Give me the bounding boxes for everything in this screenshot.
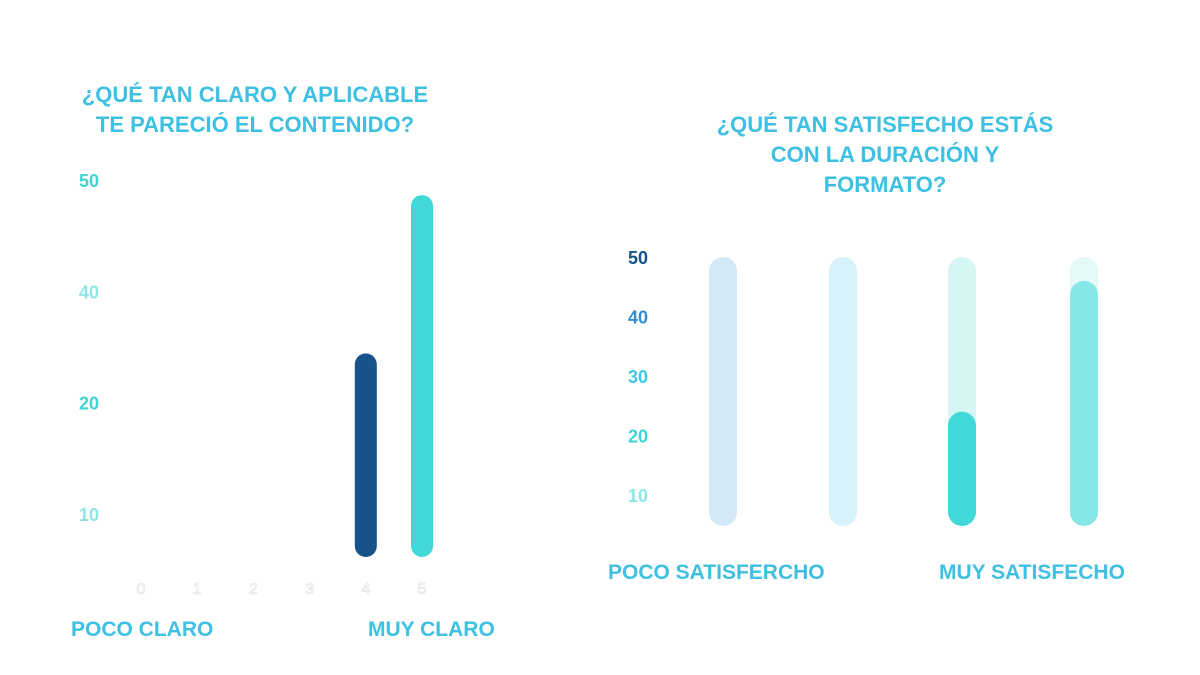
chart1-title-line: ¿QUÉ TAN CLARO Y APLICABLE: [81, 82, 429, 107]
chart1-high-label: MUY CLARO: [368, 618, 495, 641]
y-tick-label: 20: [79, 394, 99, 414]
y-tick-label: 40: [79, 282, 99, 302]
chart1-title-line: TE PARECIÓ EL CONTENIDO?: [95, 112, 415, 137]
bar: [948, 411, 976, 526]
bar: [411, 195, 433, 557]
chart1-low-label: POCO CLARO: [71, 618, 214, 641]
x-tick-label: 2: [249, 581, 258, 598]
chart1-title: ¿QUÉ TAN CLARO Y APLICABLE TE PARECIÓ EL…: [50, 80, 460, 140]
bar-track: [709, 257, 737, 526]
y-tick-label: 10: [79, 505, 99, 525]
x-tick-label: 4: [361, 581, 370, 598]
x-tick-label: 0: [137, 581, 146, 598]
x-tick-label: 3: [305, 581, 314, 598]
y-tick-label: 40: [628, 308, 648, 328]
bar-track: [829, 257, 857, 526]
x-tick-label: 5: [418, 581, 427, 598]
bar: [1070, 280, 1098, 526]
y-tick-label: 10: [628, 486, 648, 506]
x-tick-label: 1: [193, 581, 202, 598]
chart2-title-line: ¿QUÉ TAN SATISFECHO ESTÁS: [716, 112, 1054, 137]
chart2-title: ¿QUÉ TAN SATISFECHO ESTÁS CON LA DURACIÓ…: [660, 110, 1110, 200]
chart2-title-line: CON LA DURACIÓN Y: [770, 142, 1000, 167]
y-tick-label: 50: [79, 171, 99, 191]
chart2-high-label: MUY SATISFECHO: [939, 561, 1125, 584]
y-tick-label: 50: [628, 248, 648, 268]
chart2-title-line: FORMATO?: [823, 172, 947, 197]
y-tick-label: 20: [628, 427, 648, 447]
bar: [354, 353, 377, 557]
y-tick-label: 30: [628, 367, 648, 387]
chart2-low-label: POCO SATISFERCHO: [608, 561, 825, 584]
